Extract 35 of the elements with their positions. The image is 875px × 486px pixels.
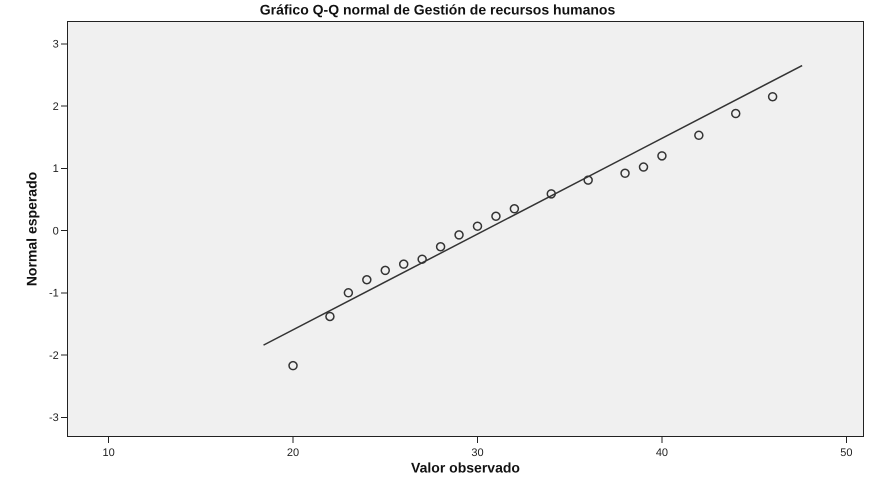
x-tick-label: 50 [840,447,853,460]
point [583,175,593,185]
y-axis-title: Normal esperado [24,172,40,286]
y-tick-label: -2 [49,350,59,362]
point [620,168,630,178]
point [436,242,446,252]
y-tick-label: -3 [49,412,59,424]
point [694,130,704,140]
point [730,108,740,118]
y-tick-label: -1 [49,288,59,300]
x-tick-label: 20 [286,447,300,460]
point [288,360,298,370]
point [398,259,408,269]
point [768,92,778,102]
point [510,204,520,214]
point [325,312,335,322]
point [546,189,556,199]
chart-title: Gráfico Q-Q normal de Gestión de recursos humanos [260,2,616,18]
x-tick-label: 40 [656,447,668,460]
x-axis-title: Valor observado [411,460,520,476]
point [454,230,464,240]
point [491,211,501,221]
point [380,266,390,276]
x-tick-label: 10 [102,447,115,460]
y-tick-label: 0 [52,225,59,238]
point [472,221,482,231]
point [638,162,648,172]
point [657,151,667,161]
x-tick-label: 30 [471,447,484,460]
point [362,274,372,284]
y-tick-label: 1 [52,163,59,176]
point [344,288,354,298]
y-tick-label: 2 [52,100,59,113]
y-tick-label: 3 [52,38,59,51]
point [417,254,427,264]
